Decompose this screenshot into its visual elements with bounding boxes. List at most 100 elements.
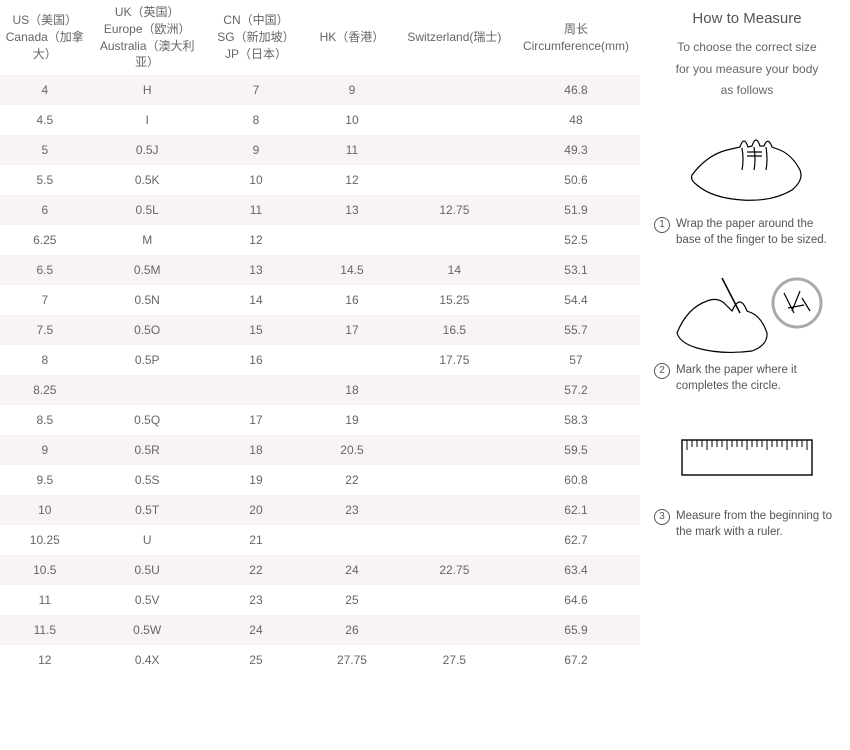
table-cell: 23 [205,585,307,615]
table-cell: 14 [205,285,307,315]
table-cell: 0.5P [90,345,205,375]
table-cell: 5 [0,135,90,165]
table-cell: 25 [205,645,307,675]
table-cell: 0.5V [90,585,205,615]
table-cell: 12.75 [397,195,512,225]
table-cell: 16 [205,345,307,375]
table-cell: 63.4 [512,555,640,585]
table-cell: 0.5M [90,255,205,285]
table-cell: 27.75 [307,645,397,675]
table-cell: 16 [307,285,397,315]
table-cell: 8 [205,105,307,135]
table-cell: 12 [307,165,397,195]
table-cell: 62.1 [512,495,640,525]
table-cell: 27.5 [397,645,512,675]
table-cell [90,375,205,405]
table-cell: 20 [205,495,307,525]
table-cell: 19 [205,465,307,495]
table-cell: 0.5J [90,135,205,165]
table-cell: 10.5 [0,555,90,585]
table-cell: 46.8 [512,75,640,105]
table-row: 60.5L111312.7551.9 [0,195,640,225]
table-cell [397,375,512,405]
table-cell: 0.5T [90,495,205,525]
table-cell: 49.3 [512,135,640,165]
table-cell: 4.5 [0,105,90,135]
column-header: US（美国）Canada（加拿大） [0,0,90,75]
table-row: 7.50.5O151716.555.7 [0,315,640,345]
table-cell: 51.9 [512,195,640,225]
table-cell [397,435,512,465]
table-row: 8.50.5Q171958.3 [0,405,640,435]
table-cell [397,75,512,105]
table-cell: 17.75 [397,345,512,375]
table-cell: 65.9 [512,615,640,645]
table-cell: 0.5S [90,465,205,495]
table-cell: 8.25 [0,375,90,405]
table-cell [397,135,512,165]
step-1: 1 Wrap the paper around the base of the … [654,120,840,248]
table-cell: 17 [205,405,307,435]
table-cell: 57 [512,345,640,375]
table-cell [397,225,512,255]
table-cell: 64.6 [512,585,640,615]
hand-mark-icon [662,266,832,356]
table-cell: 7 [0,285,90,315]
table-row: 8.251857.2 [0,375,640,405]
table-row: 110.5V232564.6 [0,585,640,615]
table-cell: 10 [205,165,307,195]
table-cell: 21 [205,525,307,555]
table-row: 4H7946.8 [0,75,640,105]
table-cell: 55.7 [512,315,640,345]
table-cell: 19 [307,405,397,435]
table-row: 50.5J91149.3 [0,135,640,165]
column-header: HK（香港） [307,0,397,75]
table-cell: 52.5 [512,225,640,255]
table-cell: 62.7 [512,525,640,555]
table-cell: 7.5 [0,315,90,345]
table-cell [397,585,512,615]
table-cell: 0.5N [90,285,205,315]
table-cell: H [90,75,205,105]
table-cell: 12 [205,225,307,255]
table-cell: U [90,525,205,555]
table-cell: 18 [307,375,397,405]
table-row: 4.5I81048 [0,105,640,135]
table-cell: 23 [307,495,397,525]
table-cell: 15 [205,315,307,345]
table-cell [307,345,397,375]
table-cell: 15.25 [397,285,512,315]
table-cell: 6.5 [0,255,90,285]
table-cell: 18 [205,435,307,465]
table-cell: 22.75 [397,555,512,585]
table-row: 10.50.5U222422.7563.4 [0,555,640,585]
table-cell: 11 [205,195,307,225]
table-cell: 9 [205,135,307,165]
table-row: 70.5N141615.2554.4 [0,285,640,315]
table-cell: 26 [307,615,397,645]
table-cell: 10 [307,105,397,135]
table-cell [397,105,512,135]
table-cell: 0.5K [90,165,205,195]
table-cell: 16.5 [397,315,512,345]
table-cell: 8 [0,345,90,375]
table-cell: 9.5 [0,465,90,495]
table-cell: 13 [205,255,307,285]
table-cell [205,375,307,405]
table-cell: 11.5 [0,615,90,645]
column-header: CN（中国）SG（新加坡）JP（日本） [205,0,307,75]
table-cell: 5.5 [0,165,90,195]
step-text-1: Wrap the paper around the base of the fi… [676,216,840,248]
table-cell: 11 [0,585,90,615]
table-cell: 8.5 [0,405,90,435]
table-cell: 0.5L [90,195,205,225]
table-cell [397,525,512,555]
table-cell: 9 [307,75,397,105]
table-cell: 54.4 [512,285,640,315]
table-cell [307,225,397,255]
table-cell: 0.5O [90,315,205,345]
table-cell: I [90,105,205,135]
step-2: 2 Mark the paper where it completes the … [654,266,840,394]
table-cell: 9 [0,435,90,465]
table-cell: 24 [307,555,397,585]
